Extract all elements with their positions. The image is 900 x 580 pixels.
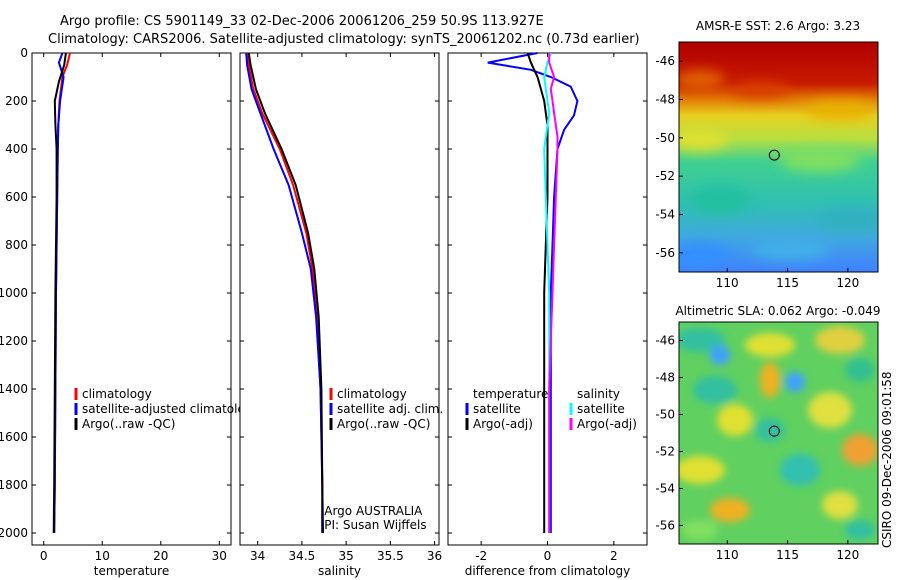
map-y-tick-label: -50	[655, 131, 675, 145]
figure-title-line1: Argo profile: CS 5901149_33 02-Dec-2006 …	[60, 14, 544, 29]
legend-label: climatology	[82, 387, 152, 401]
series-line	[526, 52, 549, 533]
legend-label: satellite-adjusted climatology	[82, 402, 260, 416]
sla-texture	[679, 326, 878, 540]
x-tick-label: 2	[610, 549, 618, 563]
legend-label: temperature	[473, 387, 548, 401]
x-tick-label: 10	[95, 549, 110, 563]
map-y-tick-label: -48	[655, 93, 675, 107]
plot-frame	[31, 52, 232, 546]
map-y-tick-label: -54	[655, 208, 675, 222]
x-tick-label: 36	[427, 549, 442, 563]
temperature-panel: 0 10 20 30 0 200 400 600 800 1000 1200 1400 1600 1800…	[0, 46, 260, 578]
map-x-tick-label: 115	[776, 548, 799, 562]
map-x-tick-label: 120	[836, 276, 859, 290]
csiro-timestamp: CSIRO 09-Dec-2006 09:01:58	[880, 371, 894, 548]
x-axis-label: temperature	[94, 564, 169, 578]
map-y-tick-label: -56	[655, 246, 675, 260]
legend-label: Argo(-adj)	[473, 417, 533, 431]
y-tick-label: 600	[5, 190, 28, 204]
x-tick-label: 34.5	[289, 549, 316, 563]
argo-annotation: Argo AUSTRALIA	[324, 504, 423, 518]
map-y-tick-label: -48	[655, 371, 675, 385]
map-y-tick-label: -56	[655, 519, 675, 533]
legend-label: satellite adj. clim.	[337, 402, 443, 416]
x-tick-label: 35.5	[377, 549, 404, 563]
legend-label: salinity	[577, 387, 620, 401]
argo-annotation: PI: Susan Wijffels	[324, 518, 426, 532]
x-axis-label: difference from climatology	[465, 564, 631, 578]
x-tick-label: 35	[338, 549, 353, 563]
x-tick-label: 20	[153, 549, 168, 563]
map-y-tick-label: -54	[655, 482, 675, 496]
map-x-tick-label: 110	[716, 276, 739, 290]
legend-label: Argo(..raw -QC)	[82, 417, 175, 431]
sla-map-title: Altimetric SLA: 0.062 Argo: -0.049	[675, 304, 880, 318]
x-tick-label: 34	[250, 549, 265, 563]
sst-map-panel: AMSR-E SST: 2.6 Argo: 3.23 110 115 120 -46 -…	[655, 19, 879, 290]
y-tick-label: 1200	[0, 334, 28, 348]
figure-title-line2: Climatology: CARS2006. Satellite-adjuste…	[48, 32, 640, 47]
legend-label: climatology	[337, 387, 407, 401]
series-line	[548, 53, 559, 533]
y-tick-label: 0	[20, 46, 28, 60]
sst-argo-marker	[768, 149, 780, 161]
map-y-tick-label: -50	[655, 408, 675, 422]
legend-label: satellite	[577, 402, 625, 416]
map-y-tick-label: -46	[655, 54, 675, 68]
y-tick-label: 1400	[0, 382, 28, 396]
sst-map-title: AMSR-E SST: 2.6 Argo: 3.23	[696, 19, 860, 33]
y-tick-label: 400	[5, 142, 28, 156]
legend-label: Argo(-adj)	[577, 417, 637, 431]
x-tick-label: 0	[40, 549, 48, 563]
y-tick-label: 1600	[0, 430, 28, 444]
series-line	[52, 52, 67, 534]
sst-texture	[679, 70, 878, 267]
map-x-tick-label: 115	[776, 276, 799, 290]
y-tick-label: 200	[5, 94, 28, 108]
map-y-tick-label: -52	[655, 169, 675, 183]
x-axis-label: salinity	[318, 564, 361, 578]
series-line	[247, 52, 324, 533]
y-tick-label: 1000	[0, 286, 28, 300]
y-tick-label: 800	[5, 238, 28, 252]
map-y-tick-label: -52	[655, 445, 675, 459]
salinity-panel: 34 34.5 35 35.5 36 salinity climatologysatelli…	[239, 52, 443, 578]
x-tick-label: -2	[475, 549, 487, 563]
map-x-tick-label: 110	[716, 548, 739, 562]
sla-map-panel: Altimetric SLA: 0.062 Argo: -0.049	[655, 304, 880, 562]
y-tick-label: 1800	[0, 478, 28, 492]
sla-argo-marker	[768, 425, 780, 437]
legend-label: Argo(..raw -QC)	[337, 417, 430, 431]
x-tick-label: 0	[544, 549, 552, 563]
y-tick-label: 2000	[0, 526, 28, 540]
x-tick-label: 30	[212, 549, 227, 563]
legend-label: satellite	[473, 402, 521, 416]
map-y-tick-label: -46	[655, 334, 675, 348]
map-x-tick-label: 120	[836, 548, 859, 562]
